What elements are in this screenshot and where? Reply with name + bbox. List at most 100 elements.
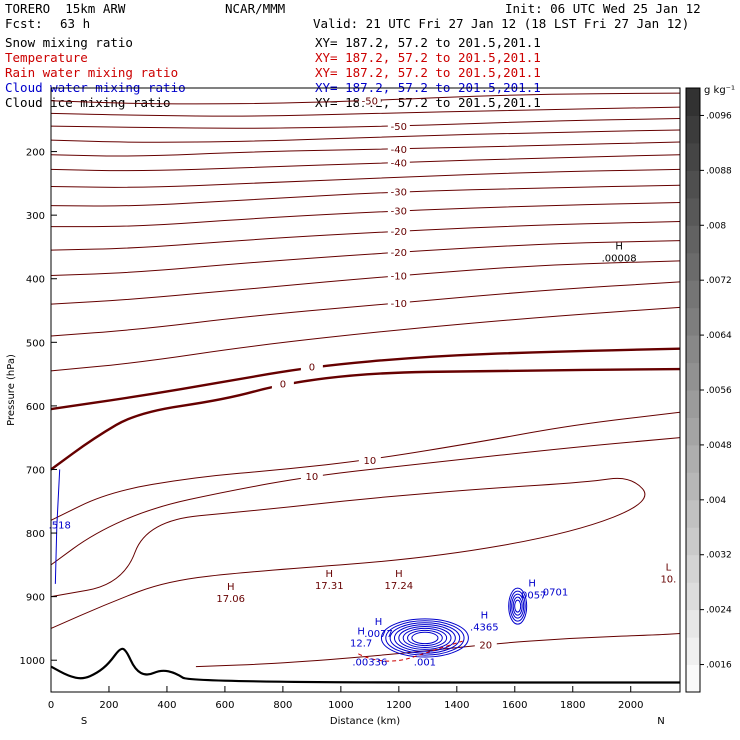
temperature-contour-7 <box>50 184 681 207</box>
colorbar-step-3 <box>686 582 700 611</box>
temperature-contour-14 <box>50 347 681 411</box>
contour-label-bg-10 <box>387 246 410 258</box>
colorbar-tick-label-9: .0088 <box>706 166 732 176</box>
x-tick-label-2: 400 <box>157 700 176 711</box>
extrema-value-h6: .4365 <box>470 622 499 633</box>
colorbar: .0016 .0024 .0032 .004 .0048 .0056 .0064 .0072.… <box>685 87 732 693</box>
contour-label-7: -30 <box>391 188 407 199</box>
contour-label-bg-14 <box>300 360 323 372</box>
low-letter-l0: L <box>666 563 672 574</box>
contour-label-bg-11 <box>387 269 410 281</box>
y-tick-label-8: 1000 <box>20 656 45 667</box>
rain-water-contour <box>358 640 463 662</box>
colorbar-tick-label-3: .004 <box>706 496 726 506</box>
colorbar-step-8 <box>686 444 700 473</box>
temperature-contour-2 <box>50 118 681 129</box>
extrema-value-s0: .518 <box>49 521 71 532</box>
axes: 0 200 400 600 800 1000 1200 1400 1600 1800 2000200… <box>20 148 644 711</box>
temperature-contour-10 <box>50 240 681 277</box>
temperature-contours: -50 -50 -40 -40 -30 -30 -20 -20 -10 -10 0 0 10 10 20 <box>50 92 681 668</box>
contour-label-bg-2 <box>387 120 410 132</box>
extrema-value-s1: .00336 <box>352 657 387 668</box>
contour-label-bg-8 <box>387 204 410 216</box>
contour-label-bg-4 <box>387 143 410 155</box>
cloud-water-cell-0 <box>508 587 528 625</box>
plot-frame <box>50 87 681 693</box>
x-tick-label-0: 0 <box>48 700 54 711</box>
colorbar-step-4 <box>686 554 700 583</box>
high-letter-h1: H <box>326 569 334 580</box>
colorbar-tick-label-1: .0024 <box>706 606 732 616</box>
temperature-contour-17 <box>50 437 681 566</box>
temperature-contour-15 <box>50 367 681 471</box>
x-tick-label-8: 1600 <box>502 700 527 711</box>
high-letter-h5: H <box>375 617 383 628</box>
colorbar-step-5 <box>686 527 700 556</box>
temperature-contour-3 <box>50 129 681 143</box>
cloud-water-edge <box>54 469 61 584</box>
colorbar-tick-label-2: .0032 <box>706 551 732 561</box>
temperature-contour-0 <box>50 92 681 105</box>
temperature-contour-16 <box>50 411 681 521</box>
extrema-value-l0: 10. <box>660 575 676 586</box>
fcst-hours: 63 h <box>60 16 91 31</box>
x-tick-label-7: 1400 <box>444 700 469 711</box>
terrain-line <box>50 647 680 684</box>
contour-label-bg-16 <box>358 453 381 465</box>
colorbar-tick-label-8: .008 <box>706 221 726 231</box>
x-tick-label-3: 600 <box>215 700 234 711</box>
temperature-contour-18 <box>50 477 646 629</box>
colorbar-tick-label-5: .0056 <box>706 386 732 396</box>
x-tick-label-10: 2000 <box>618 700 643 711</box>
contour-label-4: -40 <box>391 145 407 156</box>
contour-label-12: -10 <box>391 299 407 310</box>
contour-label-14: 0 <box>309 362 315 373</box>
cloud-water-cell-2 <box>511 593 525 619</box>
high-letter-h7: H <box>528 579 536 590</box>
y-tick-label-7: 900 <box>26 593 45 604</box>
cloud-water-contour-4 <box>398 626 452 650</box>
colorbar-tick-label-10: .0096 <box>706 111 732 121</box>
cloud-water-cell-4 <box>514 599 522 613</box>
y-tick-label-3: 500 <box>26 338 45 349</box>
colorbar-tick-label-7: .0072 <box>706 276 732 286</box>
x-axis-end-right: N <box>657 716 664 727</box>
colorbar-unit: g kg⁻¹ <box>704 85 735 96</box>
y-tick-label-6: 800 <box>26 529 45 540</box>
colorbar-step-6 <box>686 499 700 528</box>
center-title: NCAR/MMM <box>225 1 286 16</box>
cloud-water-contour-3 <box>393 624 456 652</box>
contour-label-bg-19 <box>474 638 497 650</box>
high-letter-h3: H <box>615 242 623 253</box>
colorbar-tick-label-4: .0048 <box>706 441 732 451</box>
contour-label-9: -20 <box>391 227 407 238</box>
colorbar-step-14 <box>686 280 700 309</box>
field-xy-snow: XY= 187.2, 57.2 to 201.5,201.1 <box>315 35 541 50</box>
y-axis-label: Pressure (hPa) <box>6 354 17 426</box>
cloud-water-contour-2 <box>389 622 461 654</box>
terrain <box>50 647 680 684</box>
temperature-contour-12 <box>50 281 681 337</box>
contour-label-15: 0 <box>280 380 286 391</box>
contour-label-11: -10 <box>391 272 407 283</box>
field-xy-temperature: XY= 187.2, 57.2 to 201.5,201.1 <box>315 50 541 65</box>
colorbar-step-17 <box>686 197 700 226</box>
x-axis-label: Distance (km) <box>330 716 400 727</box>
colorbar-step-20 <box>686 115 700 144</box>
contour-label-2: -50 <box>391 122 407 133</box>
cloud-water-contour-6 <box>407 629 443 647</box>
contour-label-8: -30 <box>391 207 407 218</box>
temperature-contour-4 <box>50 141 681 157</box>
contour-label-bg-12 <box>387 296 410 308</box>
extrema-value-s2: .001 <box>414 657 436 668</box>
x-tick-label-1: 200 <box>99 700 118 711</box>
contour-label-5: -40 <box>391 158 407 169</box>
contour-label-10: -20 <box>391 248 407 259</box>
colorbar-step-9 <box>686 417 700 446</box>
cloud-water-contour-0 <box>380 618 469 658</box>
extrema-value-h2: 17.24 <box>385 581 414 592</box>
contour-label-bg-17 <box>300 469 323 481</box>
extrema-value-h4: 12.7 <box>350 638 372 649</box>
cloud-water-cell-1 <box>509 590 526 622</box>
y-tick-label-1: 300 <box>26 211 45 222</box>
